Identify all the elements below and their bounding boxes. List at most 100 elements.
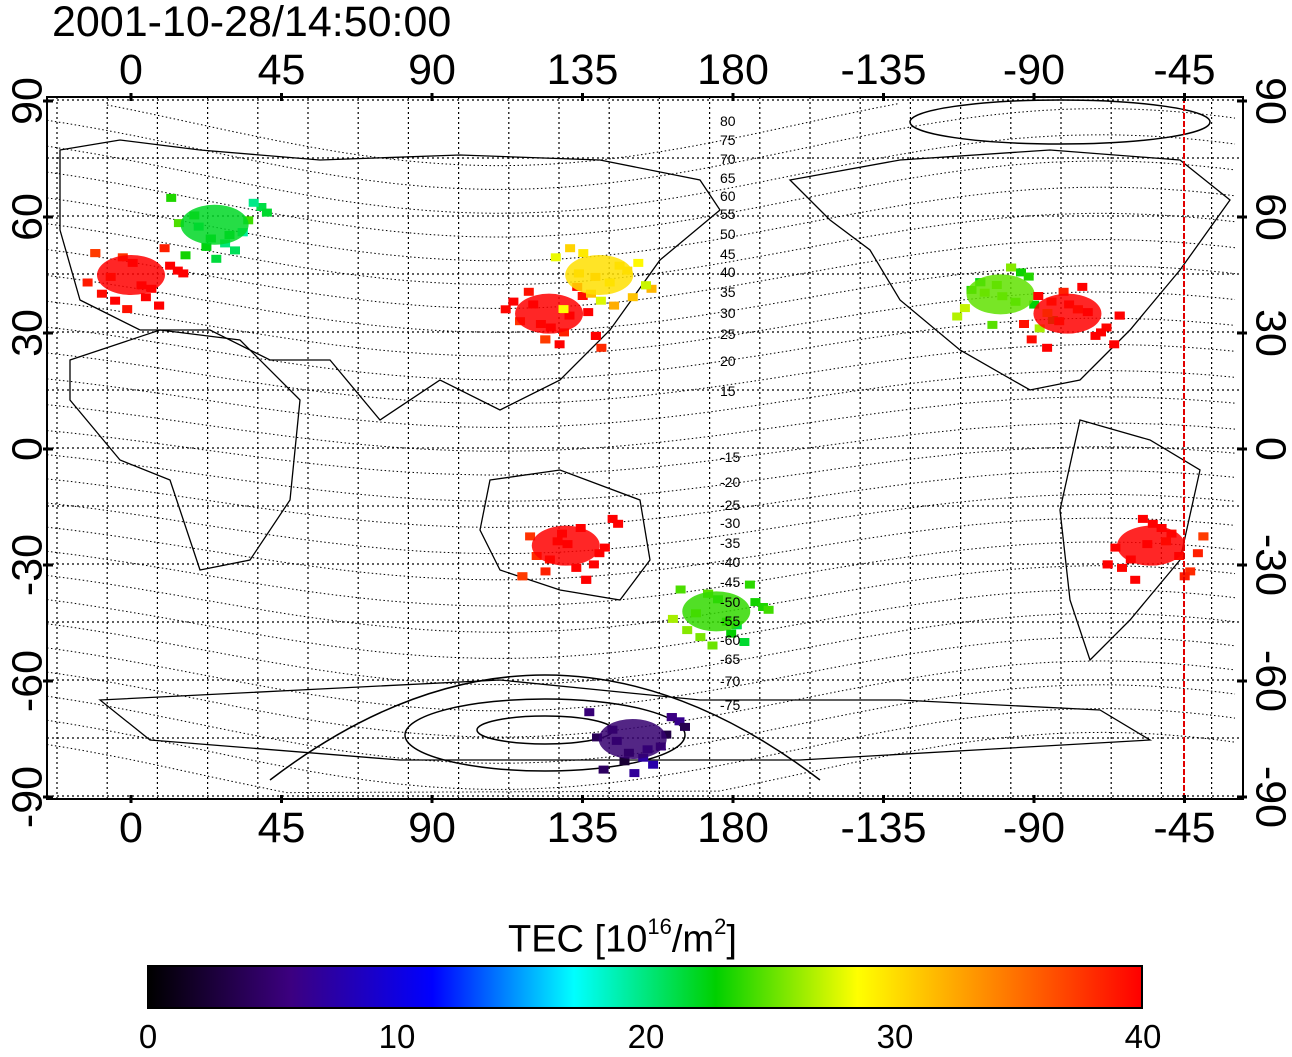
tec-cell [540,567,551,576]
tec-cell [633,258,644,267]
longitude-tick-label-top: -45 [1153,46,1215,94]
tec-cell [588,560,599,569]
tec-cell [1137,514,1148,523]
tec-cell [959,304,970,313]
tec-cell [110,296,121,305]
contour-value-label: -75 [720,697,740,713]
latitude-tick-label-right: -60 [1247,650,1292,712]
longitude-tick-label-top: 135 [547,46,619,94]
tec-cell [201,242,212,251]
tec-patch [515,293,584,334]
longitude-tick-mark [731,795,735,803]
tec-cell [1198,532,1209,541]
latitude-tick-mark [1237,99,1247,103]
latitude-tick-label-right: -90 [1247,766,1292,828]
tec-cell [641,281,651,290]
tec-cell [763,605,774,614]
tec-cell [661,730,672,739]
tec-cell [248,198,259,207]
tec-cell [523,287,534,296]
tec-cell [744,580,755,589]
longitude-tick-mark [1183,93,1186,101]
longitude-tick-label-top: 45 [258,46,306,94]
tec-cell [1114,311,1125,320]
contour-value-label: 80 [720,113,736,129]
tec-cell [758,603,769,611]
tec-cell [122,305,133,314]
longitude-tick-mark [1032,93,1036,101]
tec-cell [739,638,750,646]
magnetic-contour [46,470,1236,528]
tec-cell [1019,320,1029,328]
longitude-tick-mark [581,93,584,101]
coastline [69,329,301,571]
contour-value-label: -40 [720,554,740,570]
longitude-tick-mark [430,795,434,803]
tec-cell [577,292,588,300]
tec-cell [96,289,107,298]
tec-cell [1077,282,1088,291]
latitude-tick-label-right: 90 [1247,77,1292,125]
colorbar-title-end: ] [726,918,737,961]
tec-cell [682,626,693,635]
tec-cell [165,261,176,270]
tec-cell [558,305,569,314]
tec-cell [598,765,609,774]
contour-value-label: -30 [720,515,740,531]
tec-cell [1147,519,1158,528]
coastline [479,469,651,601]
latitude-tick-mark [1237,447,1247,451]
latitude-tick-label-right: 0 [1247,437,1292,461]
tec-cell [1185,567,1196,576]
contour-value-label: 25 [720,326,736,342]
tec-cell [508,297,519,306]
longitude-tick-mark [430,93,434,101]
tec-patch [1033,293,1102,334]
longitude-tick-label-top: 90 [408,46,456,94]
tec-cell [627,293,638,302]
magnetic-contour [46,565,1236,633]
tec-cell [256,203,267,211]
contour-value-label: 15 [720,383,736,399]
tec-cell [675,585,686,594]
coastline [98,679,1153,761]
tec-cell [1029,300,1040,309]
magnetic-contour [46,134,1236,214]
tec-cell [707,641,718,650]
tec-cell [619,757,630,766]
magnetic-contour [46,343,1236,405]
contour-value-label: 40 [720,264,736,280]
colorbar-title: TEC [1016/m2] [508,908,737,963]
longitude-tick-label-top: 0 [119,46,143,94]
tec-cell [599,543,610,552]
longitude-tick-mark [129,93,133,101]
tec-cell [1110,543,1121,552]
longitude-tick-mark [731,93,735,101]
tec-cell [517,572,528,581]
tec-cell [578,249,589,258]
contour-value-label: -70 [720,673,740,689]
magnetic-contour [46,517,1236,581]
tec-cell [178,269,189,278]
latitude-tick-mark [1237,795,1247,799]
tec-cell [140,293,151,302]
tec-cell [559,328,569,337]
contour-value-label: -65 [720,651,740,667]
tec-cell [674,717,685,726]
tec-cell [666,713,677,722]
tec-cell [609,301,620,310]
magnetic-contour [46,265,1236,333]
tec-cell [695,633,706,642]
tec-cell [173,219,184,228]
tec-cell [592,733,602,742]
magnetic-contour [46,493,1236,555]
tec-cell [166,193,177,202]
tec-cell [1033,292,1044,300]
tec-cell [1026,335,1037,344]
contour-value-label: 70 [720,151,736,167]
tec-cell [180,251,191,260]
tec-cell [726,629,737,638]
longitude-tick-mark [280,795,283,803]
tec-cell [1058,287,1069,296]
latitude-tick-label-left: 0 [3,437,51,461]
